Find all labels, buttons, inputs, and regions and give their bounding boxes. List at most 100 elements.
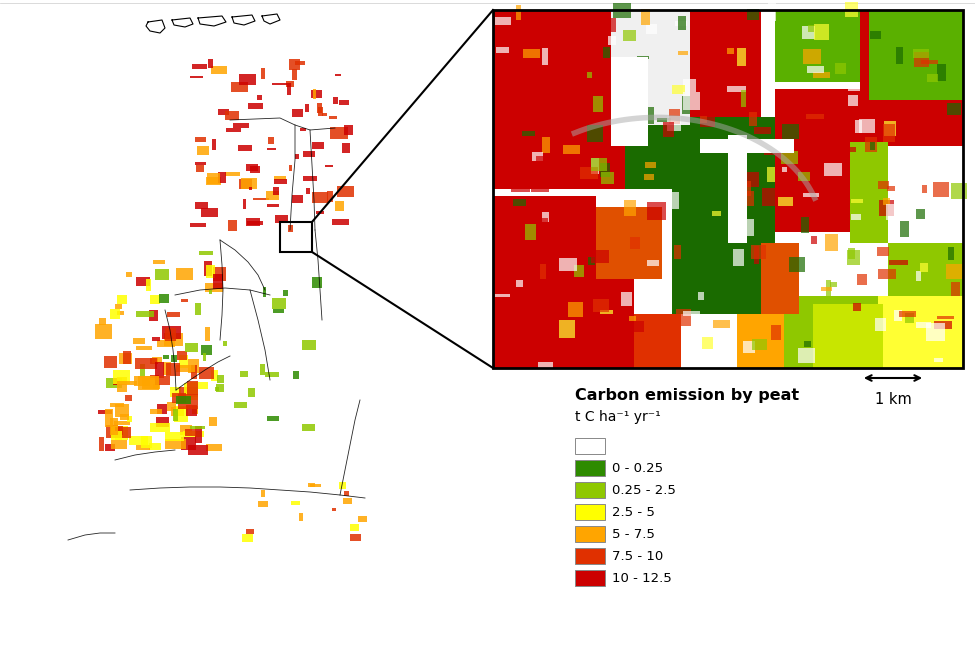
- Bar: [698, 292, 704, 300]
- Bar: [682, 129, 700, 143]
- Bar: [273, 187, 279, 195]
- Bar: [663, 122, 675, 136]
- Bar: [914, 53, 929, 68]
- Bar: [903, 270, 910, 275]
- Bar: [113, 378, 120, 385]
- Bar: [575, 548, 605, 564]
- Bar: [274, 179, 287, 184]
- Bar: [677, 309, 690, 326]
- Bar: [906, 313, 914, 324]
- Bar: [292, 109, 303, 117]
- Bar: [159, 294, 169, 303]
- Bar: [677, 205, 689, 213]
- Bar: [627, 57, 636, 62]
- Bar: [635, 107, 653, 124]
- Bar: [829, 257, 840, 272]
- Bar: [187, 445, 208, 455]
- Bar: [179, 425, 192, 435]
- Bar: [601, 162, 610, 177]
- Bar: [265, 372, 279, 377]
- Bar: [850, 142, 888, 242]
- Bar: [111, 426, 128, 440]
- Bar: [195, 426, 202, 443]
- Bar: [312, 142, 324, 149]
- Bar: [199, 252, 214, 255]
- Bar: [634, 315, 681, 368]
- Bar: [342, 498, 352, 504]
- Bar: [190, 76, 203, 78]
- Bar: [738, 181, 751, 196]
- Bar: [493, 10, 963, 368]
- Bar: [612, 3, 631, 18]
- Bar: [248, 103, 263, 109]
- Bar: [99, 437, 103, 451]
- Bar: [644, 155, 660, 168]
- Bar: [312, 277, 322, 288]
- Bar: [575, 460, 605, 476]
- Bar: [528, 221, 538, 237]
- Bar: [539, 265, 546, 279]
- Bar: [595, 133, 602, 142]
- Bar: [877, 248, 889, 256]
- Bar: [781, 151, 799, 164]
- Bar: [333, 98, 338, 104]
- Bar: [184, 343, 198, 352]
- Bar: [591, 158, 600, 174]
- Bar: [495, 17, 511, 25]
- Bar: [591, 157, 606, 171]
- Bar: [605, 18, 616, 32]
- Bar: [588, 125, 603, 142]
- Bar: [857, 274, 867, 285]
- Bar: [301, 340, 316, 350]
- Bar: [692, 205, 699, 221]
- Bar: [493, 10, 963, 368]
- Bar: [114, 421, 131, 425]
- Bar: [919, 263, 928, 272]
- Bar: [113, 370, 131, 384]
- Bar: [647, 202, 666, 220]
- Bar: [575, 570, 605, 586]
- Bar: [238, 146, 252, 151]
- Bar: [678, 16, 686, 30]
- Bar: [228, 220, 237, 231]
- Bar: [541, 218, 548, 233]
- Bar: [243, 198, 246, 209]
- Text: 2.5 - 5: 2.5 - 5: [612, 506, 655, 519]
- Bar: [625, 68, 633, 75]
- Bar: [117, 295, 127, 304]
- Bar: [149, 310, 159, 321]
- Bar: [878, 181, 889, 189]
- Bar: [894, 309, 902, 320]
- Bar: [263, 287, 266, 297]
- Bar: [887, 186, 895, 191]
- Bar: [350, 525, 359, 532]
- Bar: [273, 309, 285, 313]
- Bar: [847, 250, 860, 265]
- Bar: [560, 289, 570, 294]
- Bar: [246, 528, 254, 534]
- Bar: [117, 378, 127, 392]
- Bar: [675, 21, 687, 26]
- Bar: [830, 282, 838, 287]
- Bar: [210, 417, 217, 426]
- Bar: [292, 69, 297, 80]
- Bar: [803, 49, 821, 64]
- Bar: [266, 191, 279, 200]
- Bar: [802, 26, 814, 39]
- Bar: [883, 122, 896, 136]
- Bar: [343, 491, 349, 496]
- Bar: [212, 66, 227, 74]
- Bar: [869, 10, 963, 99]
- Bar: [629, 316, 637, 320]
- Bar: [215, 384, 223, 392]
- Bar: [610, 57, 648, 146]
- Bar: [679, 51, 688, 55]
- Bar: [778, 144, 791, 157]
- Bar: [951, 282, 959, 296]
- Bar: [294, 60, 305, 65]
- Bar: [812, 72, 830, 78]
- Bar: [727, 86, 746, 92]
- Bar: [242, 534, 253, 542]
- Bar: [641, 10, 649, 25]
- Bar: [127, 416, 132, 422]
